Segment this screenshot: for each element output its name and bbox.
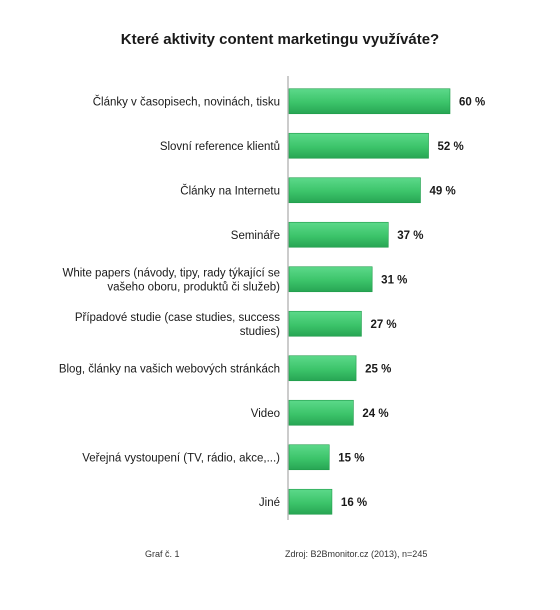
bar-0 [288,88,451,115]
value-label-5: 27 % [370,319,396,331]
category-label-9: Jiné [259,497,280,509]
category-label-5-line-0: Případové studie (case studies, success [75,312,280,324]
value-label-6: 25 % [365,363,391,375]
bars-layer [288,88,451,515]
category-label-1: Slovní reference klientů [160,141,280,153]
bar-6 [288,355,357,382]
bar-2 [288,177,421,204]
category-label-8: Veřejná vystoupení (TV, rádio, akce,...) [82,452,280,464]
value-label-0: 60 % [459,96,485,108]
category-labels: Články v časopisech, novinách, tisku Slov… [59,95,280,509]
value-label-1: 52 % [438,141,464,153]
category-label-5-line-1: studies) [240,326,280,338]
value-label-2: 49 % [429,185,455,197]
footer-source: Zdroj: B2Bmonitor.cz (2013), n=245 [285,549,427,559]
category-label-6: Blog, články na vašich webových stránkác… [59,363,280,375]
footer-graph-number: Graf č. 1 [145,549,180,559]
bar-1 [288,132,429,159]
value-labels: 60 % 52 % 49 % 37 % 31 % 27 % 25 % 24 % 15 % 16 % [338,96,485,509]
value-label-7: 24 % [362,408,388,420]
category-label-2: Články na Internetu [180,184,280,197]
category-label-4-line-0: White papers (návody, tipy, rady týkajíc… [62,267,280,279]
value-label-3: 37 % [397,230,423,242]
value-label-9: 16 % [341,497,367,509]
category-label-7: Video [251,408,280,420]
chart-title: Které aktivity content marketingu využív… [121,31,439,48]
category-label-0: Články v časopisech, novinách, tisku [93,95,280,108]
bar-7 [288,399,354,426]
category-label-3: Semináře [231,230,280,242]
value-label-4: 31 % [381,274,407,286]
bar-9 [288,488,333,515]
bar-8 [288,444,330,471]
bar-5 [288,310,362,337]
bar-3 [288,221,389,248]
value-label-8: 15 % [338,452,364,464]
category-label-4-line-1: vašeho oboru, produktů či služeb) [107,281,280,293]
bar-4 [288,266,373,293]
